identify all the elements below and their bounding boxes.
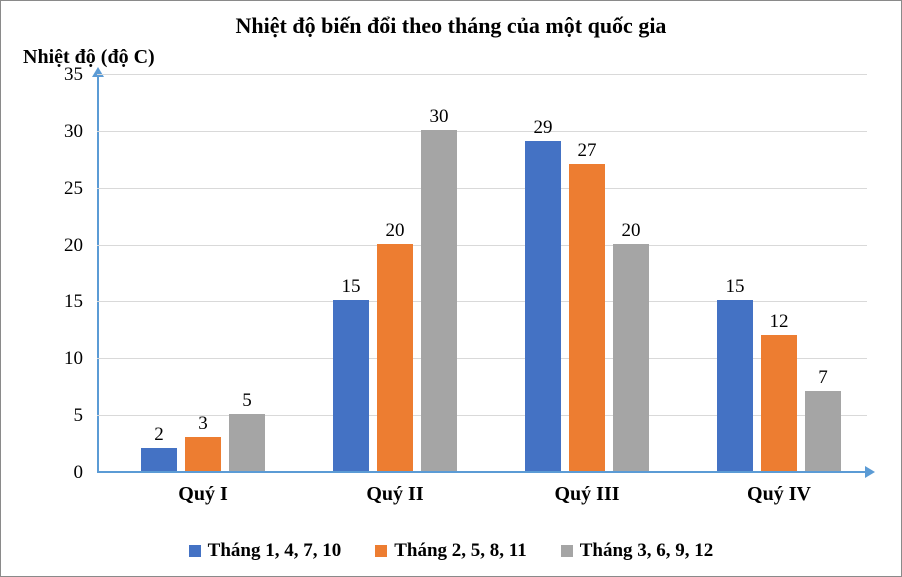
bar-value-label: 27	[557, 140, 617, 162]
bar-value-label: 12	[749, 311, 809, 333]
y-tick-label: 5	[74, 405, 98, 427]
bar-value-label: 20	[365, 220, 425, 242]
bar	[613, 244, 649, 471]
legend-swatch-icon	[561, 545, 573, 557]
bar	[717, 300, 753, 471]
x-category-label: Quý II	[366, 483, 423, 506]
bar-value-label: 7	[793, 367, 853, 389]
bar-value-label: 15	[705, 276, 765, 298]
legend-item: Tháng 1, 4, 7, 10	[189, 540, 342, 562]
x-category-label: Quý I	[178, 483, 227, 506]
gridline	[97, 188, 867, 189]
y-tick-label: 25	[64, 178, 97, 200]
y-tick-label: 30	[64, 121, 97, 143]
bar-value-label: 20	[601, 220, 661, 242]
bar	[333, 300, 369, 471]
chart-container: Nhiệt độ biến đổi theo tháng của một quố…	[0, 0, 902, 577]
y-tick-label: 0	[74, 462, 98, 484]
bar	[377, 244, 413, 471]
bar	[421, 130, 457, 471]
bar	[185, 437, 221, 471]
gridline	[97, 245, 867, 246]
x-axis-arrow-icon	[865, 466, 875, 478]
bar	[805, 391, 841, 471]
bar-value-label: 15	[321, 276, 381, 298]
bar	[229, 414, 265, 471]
chart-title: Nhiệt độ biến đổi theo tháng của một quố…	[1, 13, 901, 39]
bar	[525, 141, 561, 471]
legend-label: Tháng 1, 4, 7, 10	[208, 540, 342, 562]
bar	[141, 448, 177, 471]
x-axis	[97, 471, 867, 473]
legend-item: Tháng 3, 6, 9, 12	[561, 540, 714, 562]
bar-value-label: 5	[217, 390, 277, 412]
legend: Tháng 1, 4, 7, 10 Tháng 2, 5, 8, 11 Tháng …	[1, 540, 901, 562]
y-tick-label: 35	[64, 64, 97, 86]
legend-swatch-icon	[189, 545, 201, 557]
legend-label: Tháng 3, 6, 9, 12	[580, 540, 714, 562]
bar-value-label: 30	[409, 106, 469, 128]
legend-label: Tháng 2, 5, 8, 11	[394, 540, 527, 562]
x-category-label: Quý IV	[747, 483, 811, 506]
legend-swatch-icon	[375, 545, 387, 557]
legend-item: Tháng 2, 5, 8, 11	[375, 540, 527, 562]
y-tick-label: 20	[64, 235, 97, 257]
y-tick-label: 15	[64, 291, 97, 313]
y-tick-label: 10	[64, 348, 97, 370]
gridline	[97, 131, 867, 132]
x-category-label: Quý III	[554, 483, 619, 506]
gridline	[97, 74, 867, 75]
bar-value-label: 3	[173, 413, 233, 435]
plot-area: 05101520253035235Quý I152030Quý II292720…	[97, 75, 867, 473]
bar-value-label: 29	[513, 117, 573, 139]
bar	[761, 335, 797, 471]
bar	[569, 164, 605, 471]
y-axis	[97, 75, 99, 473]
